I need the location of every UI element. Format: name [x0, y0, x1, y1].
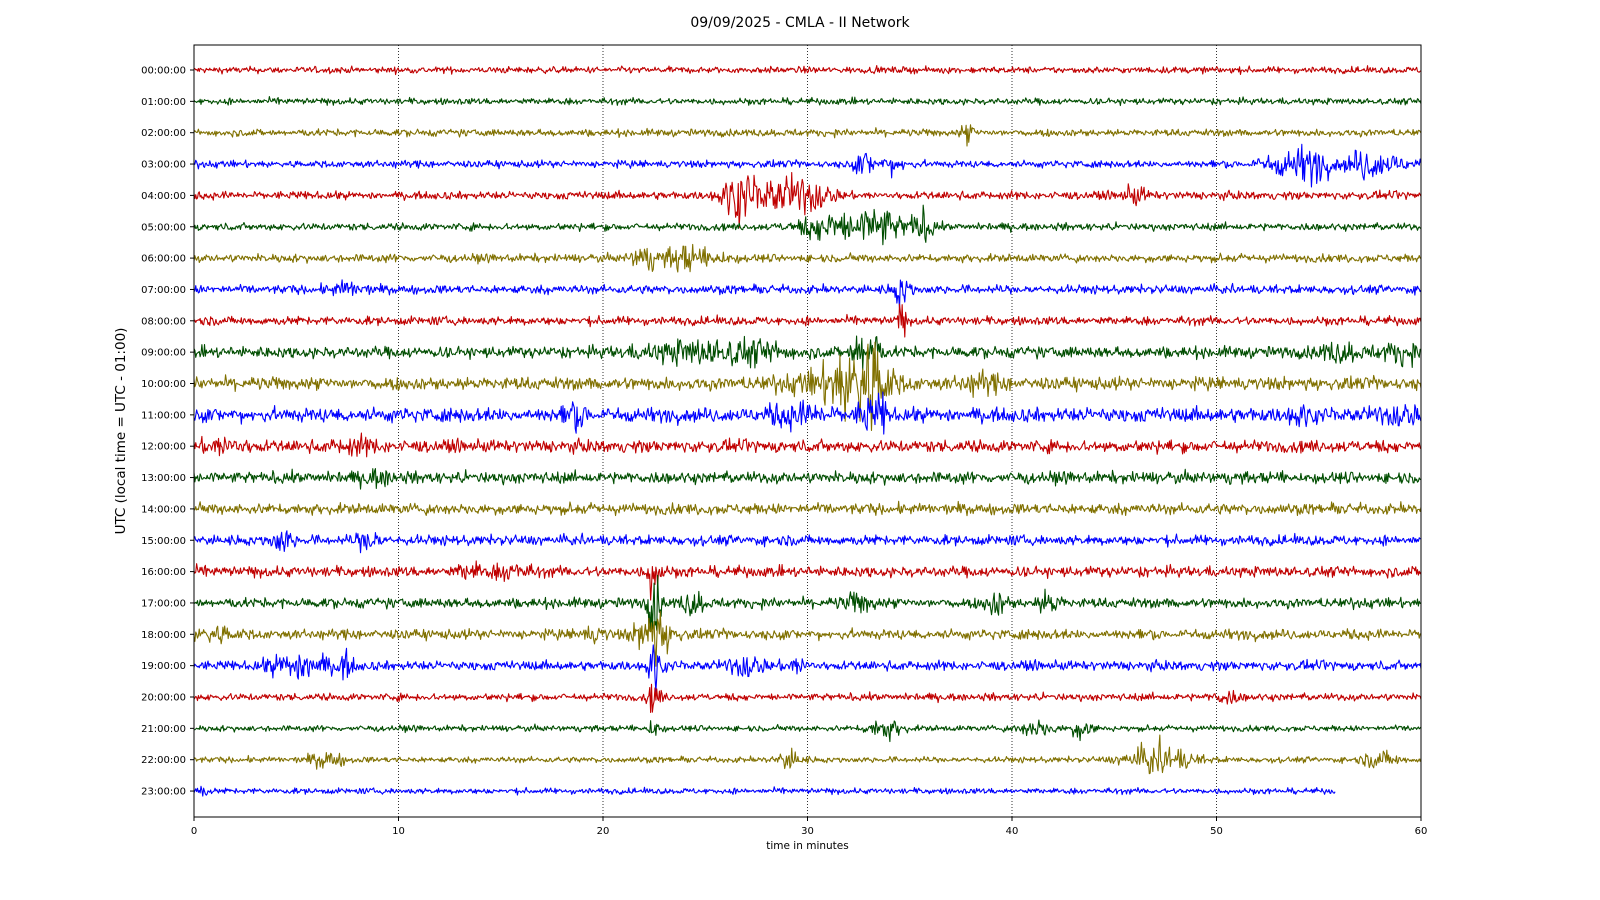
y-tick-label: 04:00:00: [141, 191, 186, 202]
chart-title: 09/09/2025 - CMLA - II Network: [690, 15, 910, 31]
trace-09-00-00: [193, 335, 1422, 371]
trace-03-00-00: [193, 143, 1422, 188]
y-tick-label: 18:00:00: [141, 630, 186, 641]
y-tick-label: 13:00:00: [141, 473, 186, 484]
x-tick-label: 60: [1415, 826, 1428, 837]
y-tick-label: 05:00:00: [141, 222, 186, 233]
y-tick-label: 12:00:00: [141, 442, 186, 453]
y-tick-label: 16:00:00: [141, 567, 186, 578]
trace-layer: [193, 65, 1422, 797]
x-tick-label: 20: [597, 826, 610, 837]
trace-15-00-00: [193, 530, 1422, 554]
trace-02-00-00: [193, 124, 1422, 147]
trace-14-00-00: [193, 500, 1422, 517]
y-tick-label: 19:00:00: [141, 661, 186, 672]
y-axis-ticks: 00:00:00 01:00:00 02:00:00 03:00:00 04:00:00…: [141, 66, 194, 798]
y-tick-label: 01:00:00: [141, 97, 186, 108]
y-tick-label: 09:00:00: [141, 348, 186, 359]
y-tick-label: 17:00:00: [141, 598, 186, 609]
trace-01-00-00: [193, 96, 1422, 107]
y-tick-label: 22:00:00: [141, 755, 186, 766]
trace-08-00-00: [193, 303, 1422, 338]
trace-21-00-00: [193, 719, 1422, 743]
x-tick-label: 50: [1210, 826, 1223, 837]
x-tick-label: 30: [801, 826, 814, 837]
trace-16-00-00: [193, 560, 1422, 601]
x-axis-ticks: 0 10 20 30 40 50 60: [191, 817, 1428, 837]
trace-23-00-00: [193, 785, 1336, 797]
x-tick-label: 10: [392, 826, 405, 837]
y-tick-label: 00:00:00: [141, 66, 186, 77]
trace-05-00-00: [193, 204, 1422, 246]
y-tick-label: 06:00:00: [141, 254, 186, 265]
trace-13-00-00: [193, 468, 1422, 490]
trace-00-00-00: [193, 65, 1422, 76]
y-tick-label: 15:00:00: [141, 536, 186, 547]
trace-17-00-00: [193, 574, 1422, 633]
trace-10-00-00: [193, 341, 1422, 431]
trace-06-00-00: [193, 243, 1422, 273]
y-tick-label: 11:00:00: [141, 410, 186, 421]
trace-18-00-00: [193, 610, 1422, 667]
y-tick-label: 03:00:00: [141, 160, 186, 171]
trace-12-00-00: [193, 432, 1422, 458]
trace-11-00-00: [193, 391, 1422, 435]
y-tick-label: 10:00:00: [141, 379, 186, 390]
y-tick-label: 20:00:00: [141, 693, 186, 704]
y-tick-label: 21:00:00: [141, 724, 186, 735]
trace-22-00-00: [193, 734, 1422, 775]
trace-19-00-00: [193, 644, 1422, 693]
x-tick-label: 40: [1006, 826, 1019, 837]
x-tick-label: 0: [191, 826, 197, 837]
trace-07-00-00: [193, 279, 1422, 309]
y-tick-label: 23:00:00: [141, 787, 186, 798]
y-tick-label: 02:00:00: [141, 128, 186, 139]
y-tick-label: 08:00:00: [141, 316, 186, 327]
x-axis-label: time in minutes: [766, 840, 848, 852]
trace-20-00-00: [193, 683, 1422, 713]
y-axis-label: UTC (local time = UTC - 01:00): [113, 328, 129, 535]
trace-04-00-00: [193, 171, 1422, 229]
y-tick-label: 07:00:00: [141, 285, 186, 296]
y-tick-label: 14:00:00: [141, 504, 186, 515]
